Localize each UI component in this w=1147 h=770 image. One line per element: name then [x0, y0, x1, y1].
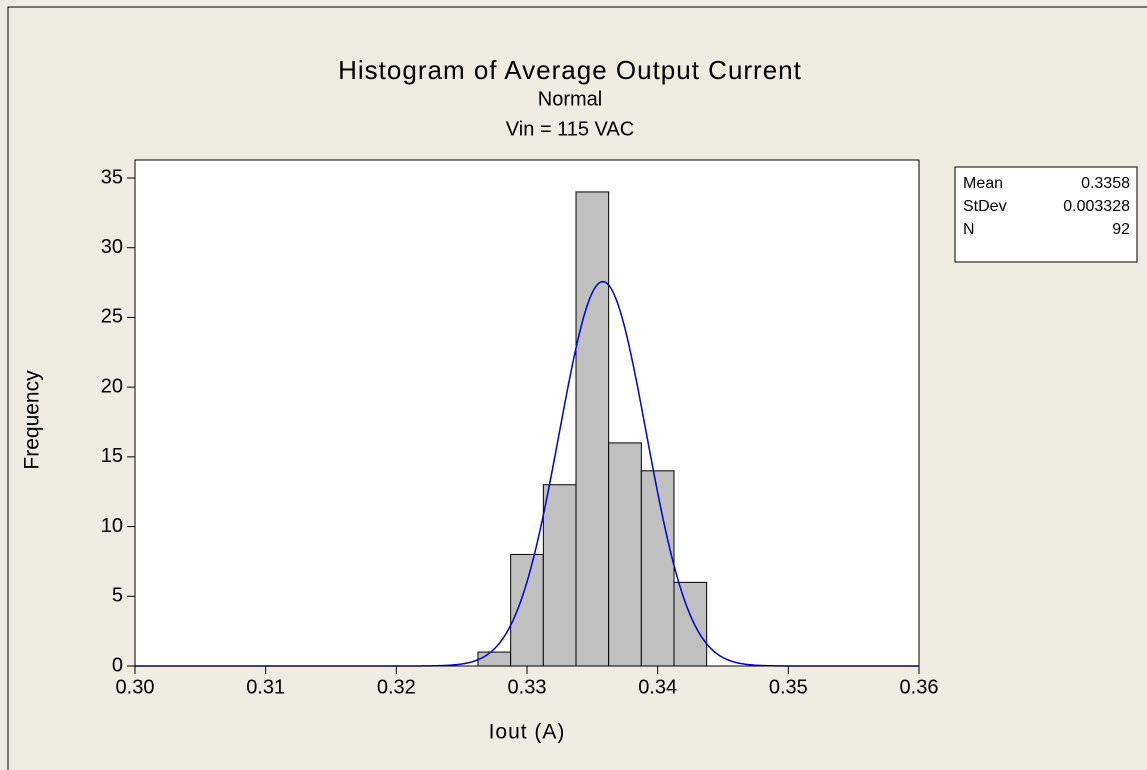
x-tick-label: 0.31 [246, 676, 285, 698]
stats-value: 92 [1112, 221, 1130, 238]
x-tick-label: 0.30 [116, 676, 155, 698]
y-tick-label: 30 [101, 236, 123, 258]
y-tick-label: 5 [112, 585, 123, 607]
chart-title: Histogram of Average Output Current [338, 55, 802, 85]
bar [477, 651, 512, 667]
stats-value: 0.003328 [1063, 198, 1130, 215]
x-tick-label: 0.36 [900, 676, 939, 698]
stats-name: StDev [963, 198, 1007, 215]
bar [510, 553, 544, 667]
bar [673, 581, 708, 667]
y-tick-label: 15 [101, 445, 123, 467]
x-tick-label: 0.32 [377, 676, 416, 698]
y-tick-label: 20 [101, 375, 123, 397]
y-axis-label: Frequency [21, 370, 44, 470]
bar [542, 484, 577, 667]
x-tick-label: 0.34 [638, 676, 677, 698]
bar [640, 470, 675, 667]
stats-name: Mean [963, 175, 1003, 192]
chart-subtitle: Vin = 115 VAC [506, 118, 634, 140]
y-tick-label: 10 [101, 515, 123, 537]
y-tick-label: 25 [101, 306, 123, 328]
stats-value: 0.3358 [1081, 175, 1130, 192]
x-axis-label: Iout (A) [489, 721, 566, 744]
stats-name: N [963, 221, 975, 238]
x-tick-label: 0.33 [508, 676, 547, 698]
y-tick-label: 0 [112, 654, 123, 676]
x-tick-label: 0.35 [769, 676, 808, 698]
bar [608, 442, 642, 667]
chart-subtitle: Normal [538, 88, 602, 110]
y-tick-label: 35 [101, 166, 123, 188]
stats-box [954, 166, 1138, 263]
bar [575, 191, 610, 667]
